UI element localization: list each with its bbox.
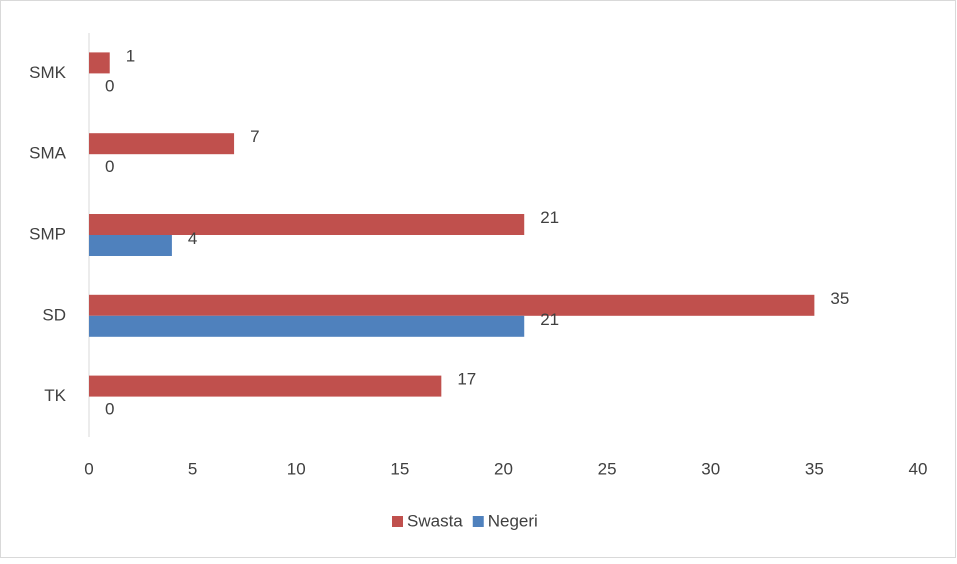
y-tick-label: TK [44, 386, 66, 405]
legend-label: Negeri [488, 511, 538, 530]
legend-swatch [392, 516, 403, 527]
data-label: 4 [188, 229, 197, 248]
bar [89, 52, 110, 74]
x-tick-label: 0 [84, 459, 93, 478]
data-label: 0 [105, 76, 114, 95]
data-label: 0 [105, 157, 114, 176]
bar [89, 294, 815, 316]
data-label: 35 [830, 289, 849, 308]
bar [89, 133, 235, 155]
bar [89, 235, 172, 256]
x-tick-label: 25 [598, 459, 617, 478]
x-tick-label: 30 [701, 459, 720, 478]
data-label: 21 [540, 208, 559, 227]
bar [89, 214, 525, 235]
x-tick-label: 35 [805, 459, 824, 478]
bar [89, 315, 525, 337]
data-label: 21 [540, 310, 559, 329]
y-tick-label: SMA [29, 144, 67, 163]
x-tick-label: 15 [390, 459, 409, 478]
x-tick-label: 40 [909, 459, 928, 478]
y-tick-label: SMP [29, 224, 66, 243]
data-label: 0 [105, 400, 114, 419]
x-tick-label: 10 [287, 459, 306, 478]
data-label: 7 [250, 127, 259, 146]
x-tick-label: 5 [188, 459, 197, 478]
legend-swatch [472, 516, 484, 527]
data-label: 1 [126, 46, 135, 65]
legend-label: Swasta [407, 511, 463, 530]
y-tick-label: SD [42, 305, 66, 324]
bar [89, 375, 442, 397]
y-tick-label: SMK [29, 63, 67, 82]
data-label: 17 [457, 370, 476, 389]
x-tick-label: 20 [494, 459, 513, 478]
